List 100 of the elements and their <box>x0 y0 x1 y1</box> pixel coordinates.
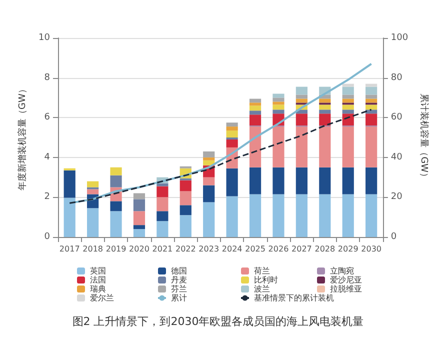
bar <box>110 201 122 212</box>
bar <box>366 114 378 126</box>
bar <box>249 114 262 126</box>
x-tick-label: 2030 <box>361 244 382 254</box>
y-tick-label: 10 <box>38 33 50 43</box>
y2-axis-title: 累计装机容量（GW） <box>418 94 430 182</box>
bar <box>249 110 262 115</box>
bar <box>342 104 354 110</box>
legend-label: 累计 <box>171 294 187 302</box>
bar <box>226 130 238 138</box>
y2-tick-label: 100 <box>390 33 408 43</box>
bar <box>226 126 238 131</box>
bar <box>249 98 262 103</box>
bar <box>342 98 354 103</box>
bar <box>156 197 168 212</box>
bar <box>156 183 168 186</box>
bar <box>133 225 146 230</box>
bar <box>272 110 284 114</box>
legend-label: 波兰 <box>254 284 270 294</box>
line-series <box>68 62 372 204</box>
x-tick-label: 2026 <box>268 244 289 254</box>
y-tick-label: 2 <box>44 192 50 202</box>
bar <box>249 102 262 106</box>
bar <box>226 122 238 127</box>
x-tick-label: 2018 <box>82 244 103 254</box>
bar <box>319 126 331 168</box>
bar <box>272 98 284 102</box>
bar <box>226 139 238 148</box>
bar <box>87 189 99 194</box>
text: 图2 上升情景下，到2030年欧盟各成员国的海上风电装机量 <box>72 315 364 328</box>
bar <box>296 94 308 99</box>
x-tick-label: 2028 <box>314 244 336 254</box>
line-series <box>68 108 372 204</box>
bar <box>133 193 146 200</box>
bar <box>110 175 122 188</box>
bar <box>342 167 354 194</box>
bar <box>342 110 354 114</box>
x-tick-label: 2021 <box>152 244 173 254</box>
bar <box>366 110 378 114</box>
bar <box>366 167 378 194</box>
legend-label: 芬兰 <box>171 284 187 294</box>
bar <box>319 110 331 114</box>
x-tick-label: 2029 <box>338 244 358 254</box>
bar <box>296 86 308 95</box>
bar <box>249 126 262 168</box>
x-tick-label: 2024 <box>222 244 242 254</box>
bar <box>319 98 331 103</box>
bar <box>203 185 215 202</box>
y-axis-title: 年度新增装机容量（GW） <box>17 84 28 190</box>
bar <box>133 199 146 212</box>
bar <box>272 104 284 110</box>
y-tick-label: 8 <box>44 72 50 83</box>
bar <box>226 168 238 196</box>
legend-label: 法国 <box>90 276 106 284</box>
bar <box>296 114 308 126</box>
bar <box>156 221 168 237</box>
bar <box>226 196 238 237</box>
x-tick-label: 2027 <box>292 244 312 254</box>
bar <box>342 94 354 99</box>
bar <box>272 126 284 168</box>
bar <box>87 181 99 188</box>
bar <box>203 177 215 186</box>
y2-tick-label: 20 <box>390 192 403 202</box>
x-tick-label: 2023 <box>198 244 220 254</box>
x-tick-label: 2025 <box>245 244 266 254</box>
bar <box>342 126 354 168</box>
bar <box>64 170 76 198</box>
bar <box>156 186 168 198</box>
bar <box>180 191 192 206</box>
bar <box>296 98 308 103</box>
legend-label: 英国 <box>90 266 106 276</box>
bar <box>296 167 308 194</box>
legend-label: 荷兰 <box>254 266 270 276</box>
bar <box>156 211 168 222</box>
legend-label: 比利时 <box>254 276 278 284</box>
bar <box>64 198 76 237</box>
bar <box>203 157 215 160</box>
legend-label: 爱沙尼亚 <box>330 276 362 284</box>
bar <box>366 194 378 237</box>
legend-label: 瑞典 <box>90 284 106 294</box>
y2-tick-label: 0 <box>390 232 397 242</box>
bar <box>296 194 308 237</box>
legend-label: 德国 <box>171 266 187 276</box>
legend-label: 爱尔兰 <box>90 294 114 302</box>
bar <box>110 211 122 237</box>
x-tick-label: 2017 <box>59 244 80 254</box>
x-tick-label: 2019 <box>106 244 126 254</box>
y-tick-label: 6 <box>44 112 50 123</box>
bar <box>342 84 354 87</box>
y-tick-label: 4 <box>44 152 50 162</box>
bar <box>272 94 284 98</box>
bar <box>180 215 192 237</box>
y2-tick-label: 60 <box>390 112 403 123</box>
y2-tick-label: 80 <box>390 72 403 83</box>
bar <box>342 194 354 237</box>
bar <box>249 194 262 237</box>
bar <box>319 114 331 126</box>
bar <box>133 211 146 226</box>
bar <box>272 194 284 237</box>
bar <box>366 104 378 110</box>
